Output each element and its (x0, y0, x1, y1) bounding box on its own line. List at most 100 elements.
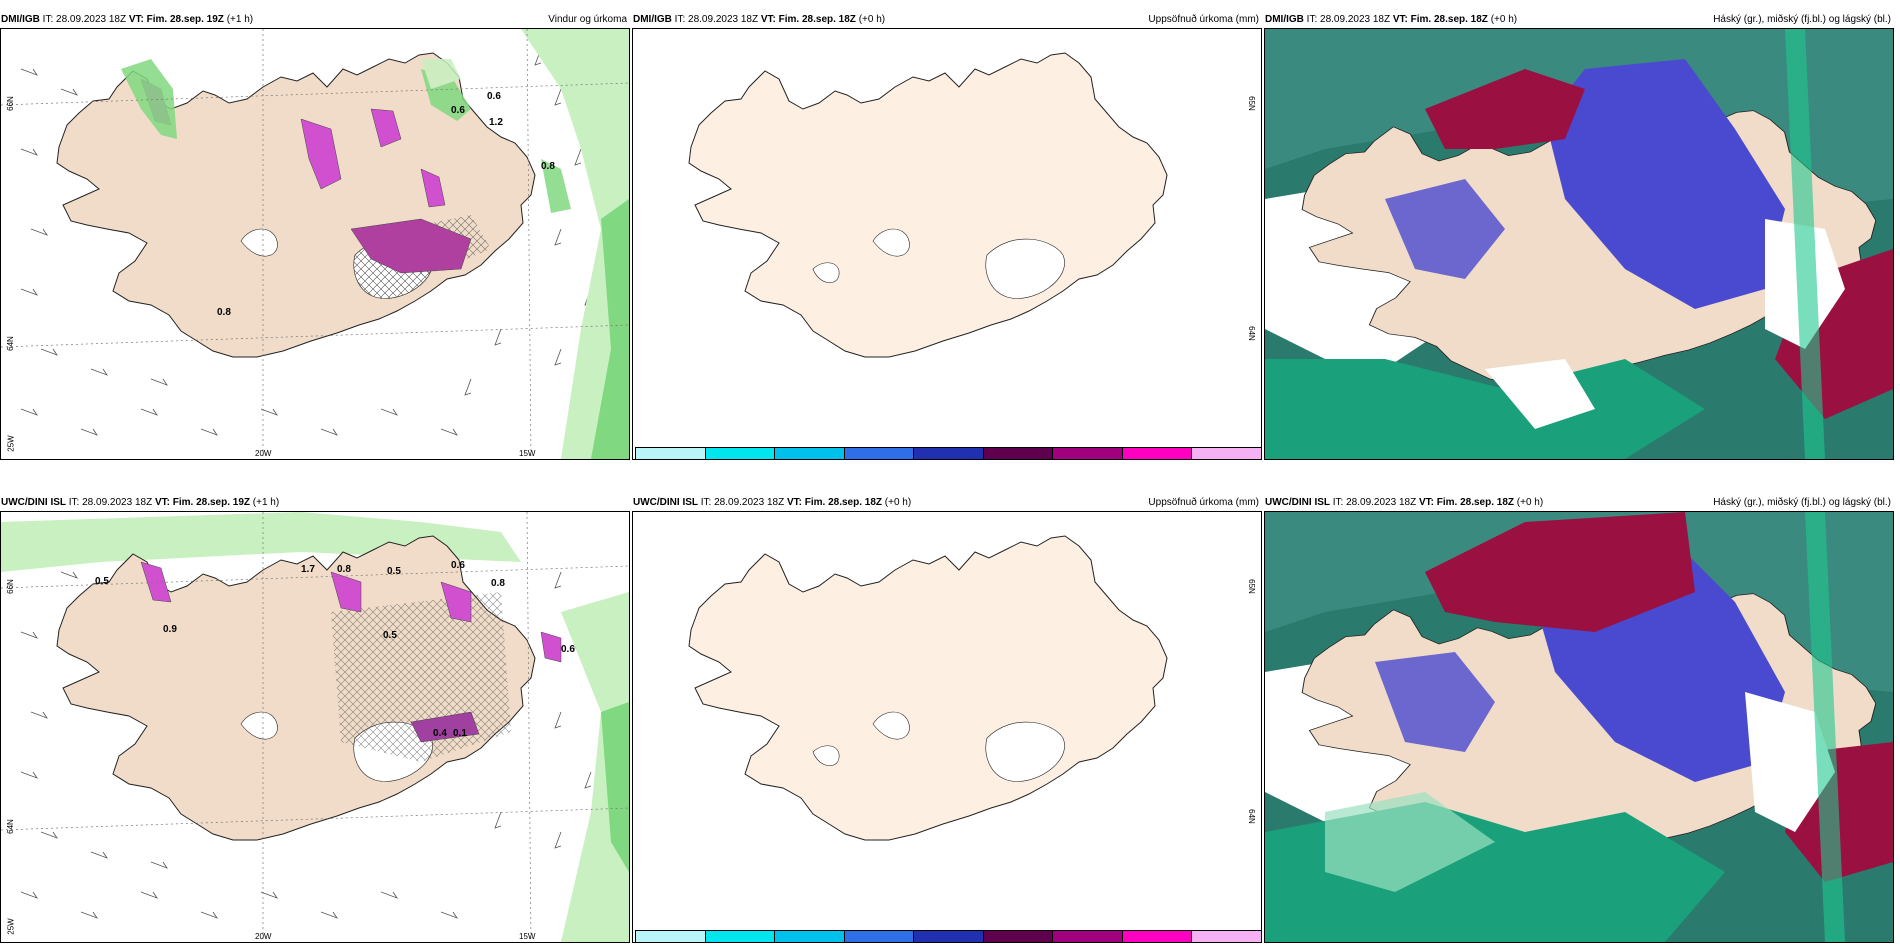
wind-barbs (20, 48, 612, 436)
it-label: IT: (1306, 14, 1318, 25)
model-name: DMI/IGB (1, 14, 40, 25)
cloud-cover-map (1264, 511, 1894, 943)
product-name: Háský (gr.), miðský (fj.bl.) og lágský (… (1713, 14, 1891, 25)
colorbar-segment (704, 447, 776, 459)
panel-top-left: DMI/IGB IT: 28.09.2023 18Z VT: Fim. 28.s… (0, 12, 630, 460)
lat-label-64n: 64N (1247, 326, 1257, 341)
lon-label-25w: 25W (6, 918, 16, 935)
vt-label: VT: (786, 497, 802, 508)
lead-time: (+0 h) (858, 14, 886, 25)
mid-cloud-area (1385, 179, 1505, 279)
lead-time: (+1 h) (226, 14, 254, 25)
vt-label: VT: (760, 14, 776, 25)
vt-value: Fim. 28.sep. 18Z (1436, 497, 1515, 508)
panel-header: DMI/IGB IT: 28.09.2023 18Z VT: Fim. 28.s… (1264, 12, 1894, 28)
lead-time: (+1 h) (252, 497, 280, 508)
it-value: 28.09.2023 18Z (82, 497, 153, 508)
lon-label-20w: 20W (255, 449, 272, 458)
model-name: DMI/IGB (1265, 14, 1304, 25)
it-value: 28.09.2023 18Z (688, 14, 759, 25)
panel-header: DMI/IGB IT: 28.09.2023 18Z VT: Fim. 28.s… (632, 12, 1262, 28)
low-cloud-area (1265, 359, 1705, 459)
colorbar-segment (635, 930, 706, 942)
precip-label: 0.6 (561, 644, 575, 655)
mid-cloud-area (1375, 652, 1495, 752)
clear-sky-south (1485, 359, 1595, 429)
precip-label: 0.8 (541, 161, 555, 172)
precip-label: 0.8 (217, 307, 231, 318)
colorbar-segment (1191, 930, 1261, 942)
grid-lines (1, 29, 629, 459)
lon-label-25w: 25W (6, 435, 16, 452)
panel-bottom-left: UWC/DINI ISL IT: 28.09.2023 18Z VT: Fim.… (0, 495, 630, 943)
precip-mid-area (601, 702, 629, 872)
lead-time: (+0 h) (1516, 497, 1544, 508)
lat-label-66n: 66N (5, 579, 15, 594)
lon-label-15w: 15W (519, 449, 536, 458)
precip-green-patches (121, 59, 571, 213)
high-cloud-area (1425, 512, 1695, 632)
precip-label: 0.5 (383, 630, 397, 641)
lat-label-64n: 64N (5, 819, 15, 834)
model-name: UWC/DINI ISL (1265, 497, 1330, 508)
precip-mid-area (591, 199, 629, 459)
precip-amount-labels: 0.6 0.6 1.2 0.8 0.8 (217, 91, 555, 318)
low-cloud-band (1785, 29, 1825, 459)
product-name: Uppsöfnuð úrkoma (mm) (1148, 14, 1259, 25)
vt-label: VT: (128, 14, 144, 25)
vt-value: Fim. 28.sep. 19Z (146, 14, 224, 25)
vt-label: VT: (154, 497, 170, 508)
it-label: IT: (700, 497, 712, 508)
panel-top-mid: DMI/IGB IT: 28.09.2023 18Z VT: Fim. 28.s… (632, 12, 1262, 460)
accumulated-precip-map: 65N 64N 110255075100150200400 (632, 511, 1262, 943)
product-name: Vindur og úrkoma (548, 14, 627, 25)
wind-precip-map: 0.5 1.7 0.8 0.5 0.6 0.8 0.5 0.9 0.4 0.1 … (0, 511, 630, 943)
precip-light-area (561, 592, 629, 942)
precip-label: 1.2 (489, 117, 503, 128)
colorbar: 110255075100150200400 (635, 930, 1261, 942)
low-cloud-band (1805, 512, 1845, 942)
vt-value: Fim. 28.sep. 18Z (804, 497, 883, 508)
colorbar-segment (774, 447, 845, 459)
precip-amount-labels: 0.5 1.7 0.8 0.5 0.6 0.8 0.5 0.9 0.4 0.1 … (95, 560, 575, 739)
lat-label-64n: 64N (1247, 809, 1257, 824)
colorbar: 110255075100150200400 (635, 447, 1261, 459)
it-label: IT: (42, 14, 54, 25)
lead-time: (+0 h) (1490, 14, 1518, 25)
colorbar-segment (774, 930, 845, 942)
vt-value: Fim. 28.sep. 18Z (1410, 14, 1488, 25)
vt-label: VT: (1392, 14, 1408, 25)
panel-header: DMI/IGB IT: 28.09.2023 18Z VT: Fim. 28.s… (0, 12, 630, 28)
product-name: Háský (gr.), miðský (fj.bl.) og lágský (… (1713, 497, 1891, 508)
precip-label: 0.6 (451, 560, 465, 571)
wind-precip-map: 0.6 0.6 1.2 0.8 0.8 66N 64N 25W 20W 15W (0, 28, 630, 460)
it-label: IT: (68, 497, 80, 508)
mid-cloud-area (1545, 59, 1785, 309)
model-name: UWC/DINI ISL (1, 497, 66, 508)
precip-label: 0.4 (433, 728, 447, 739)
precip-label: 0.5 (95, 576, 109, 587)
cloud-cover-map (1264, 28, 1894, 460)
colorbar-segment (1121, 447, 1193, 459)
vt-value: Fim. 28.sep. 19Z (172, 497, 251, 508)
precip-label: 0.5 (387, 566, 401, 577)
lat-label-65n: 65N (1247, 96, 1257, 111)
colorbar-segment (1052, 930, 1123, 942)
lat-label-65n: 65N (1247, 579, 1257, 594)
lon-label-20w: 20W (255, 932, 272, 941)
precip-magenta-areas (140, 78, 472, 274)
panel-header: UWC/DINI ISL IT: 28.09.2023 18Z VT: Fim.… (632, 495, 1262, 511)
precip-label: 0.6 (451, 105, 465, 116)
precip-label: 1.7 (301, 564, 315, 575)
model-name: DMI/IGB (633, 14, 672, 25)
colorbar-segment (1191, 447, 1261, 459)
panel-header: UWC/DINI ISL IT: 28.09.2023 18Z VT: Fim.… (1264, 495, 1894, 511)
colorbar-segment (982, 447, 1054, 459)
colorbar-segment (843, 930, 915, 942)
it-label: IT: (674, 14, 686, 25)
grid-lines (1, 512, 629, 942)
it-value: 28.09.2023 18Z (56, 14, 127, 25)
colorbar-segment (913, 930, 984, 942)
panel-header: UWC/DINI ISL IT: 28.09.2023 18Z VT: Fim.… (0, 495, 630, 511)
colorbar-segment (913, 447, 984, 459)
